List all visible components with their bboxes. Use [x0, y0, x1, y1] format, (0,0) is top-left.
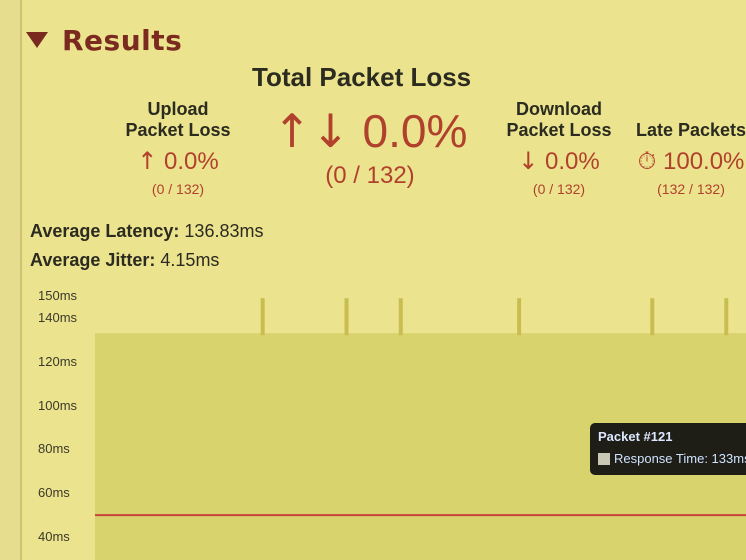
average-latency: Average Latency: 136.83ms — [30, 221, 263, 242]
tooltip-swatch-icon — [598, 452, 610, 465]
average-jitter-label: Average Jitter: — [30, 250, 156, 270]
upload-percent: 0.0% — [164, 148, 219, 175]
latency-spike — [517, 298, 522, 336]
upload-label-line1: Upload — [147, 99, 209, 119]
latency-spike — [344, 298, 349, 336]
y-tick-label: 150ms — [38, 288, 78, 303]
late-packets: Late Packets ⏱ 100.0% (132 / 132) — [624, 120, 746, 197]
download-value: ↓ 0.0% — [496, 147, 622, 176]
late-percent: 100.0% — [663, 148, 745, 175]
results-header[interactable]: Results — [26, 20, 182, 60]
tooltip-row: Response Time: 133ms — [598, 451, 746, 466]
late-count: (132 / 132) — [657, 181, 725, 197]
total-percent: 0.0% — [362, 105, 468, 157]
download-count: (0 / 132) — [532, 181, 586, 197]
late-label: Late Packets — [635, 120, 746, 140]
y-tick-label: 120ms — [38, 353, 78, 369]
y-tick-label: 40ms — [38, 529, 70, 544]
upload-value: ↑ 0.0% — [118, 147, 238, 176]
y-tick-label: 80ms — [38, 441, 70, 457]
latency-spike — [260, 298, 265, 336]
total-count: (0 / 132) — [325, 162, 415, 189]
average-latency-value: 136.83ms — [184, 221, 264, 241]
up-arrow-icon: ↑ — [137, 147, 158, 175]
average-jitter-value: 4.15ms — [160, 250, 220, 270]
download-percent: 0.0% — [545, 148, 600, 175]
tooltip-label: Response Time: 133ms — [614, 451, 746, 466]
late-value: ⏱ 100.0% — [624, 147, 746, 176]
total-value: ↑↓ 0.0% — [270, 104, 470, 158]
upload-packet-loss: Upload Packet Loss ↑ 0.0% (0 / 132) — [118, 99, 238, 197]
upload-label-line2: Packet Loss — [125, 120, 231, 140]
latency-spike — [650, 298, 655, 336]
collapse-caret-icon[interactable] — [26, 32, 48, 48]
tooltip-title: Packet #121 — [598, 429, 673, 444]
y-tick-label: 100ms — [38, 397, 78, 413]
results-title: Results — [62, 23, 183, 57]
up-down-arrows-icon: ↑↓ — [272, 104, 350, 158]
y-tick-label: 140ms — [38, 309, 78, 325]
down-arrow-icon: ↓ — [518, 147, 539, 175]
average-jitter: Average Jitter: 4.15ms — [30, 250, 219, 271]
average-latency-label: Average Latency: — [30, 221, 180, 241]
download-label-line2: Packet Loss — [506, 120, 612, 140]
total-packet-loss: ↑↓ 0.0% (0 / 132) — [270, 104, 470, 190]
total-packet-loss-title: Total Packet Loss — [252, 62, 472, 92]
download-packet-loss: Download Packet Loss ↓ 0.0% (0 / 132) — [496, 99, 622, 197]
y-tick-label: 60ms — [38, 485, 70, 501]
latency-chart[interactable] — [0, 280, 746, 560]
latency-spike — [724, 298, 729, 336]
latency-spike — [398, 298, 403, 336]
download-label-line1: Download — [516, 99, 602, 119]
upload-count: (0 / 132) — [151, 181, 205, 197]
chart-tooltip: Packet #121 Response Time: 133ms — [590, 423, 746, 475]
stopwatch-icon: ⏱ — [637, 147, 657, 175]
